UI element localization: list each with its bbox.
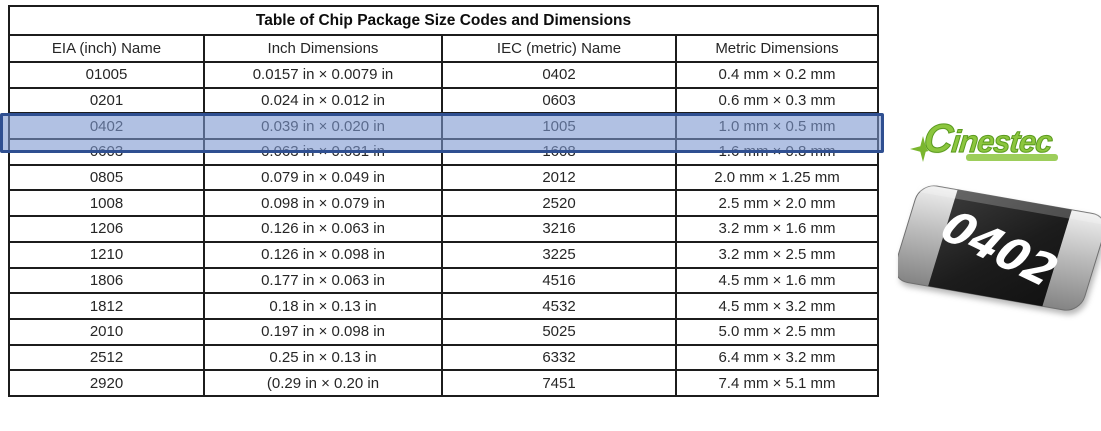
chip-0402-photo: 0402 — [894, 180, 1101, 315]
chip-resistor-image: 0402 — [894, 183, 1101, 311]
column-header: EIA (inch) Name — [8, 34, 205, 63]
table-row: 2920 (0.29 in × 0.20 in 7451 7.4 mm × 5.1 m… — [8, 369, 879, 397]
table-cell: 01005 — [8, 61, 205, 89]
table-cell: 1806 — [8, 266, 205, 295]
table-cell: 0.063 in × 0.031 in — [203, 138, 443, 166]
table-cell: 0.18 in × 0.13 in — [203, 292, 443, 320]
table-cell: 0.0157 in × 0.0079 in — [203, 61, 443, 89]
table-row: 1008 0.098 in × 0.079 in 2520 2.5 mm × 2.0 … — [8, 189, 879, 218]
table-cell: 1608 — [441, 138, 677, 166]
table-cell: 0.039 in × 0.020 in — [203, 112, 443, 141]
table-cell: 0.126 in × 0.098 in — [203, 240, 443, 269]
table-cell: (0.29 in × 0.20 in — [203, 369, 443, 397]
table-row: 0402 0.039 in × 0.020 in 1005 1.0 mm × 0.5 … — [8, 112, 879, 141]
table-cell: 4.5 mm × 1.6 mm — [675, 266, 879, 295]
table-cell: 0.177 in × 0.063 in — [203, 266, 443, 295]
table-cell: 3.2 mm × 2.5 mm — [675, 240, 879, 269]
table-cell: 1005 — [441, 112, 677, 141]
table-cell: 0201 — [8, 86, 205, 115]
cinestec-logo: Cinestec — [908, 108, 1073, 170]
table-cell: 3225 — [441, 240, 677, 269]
table-cell: 2.5 mm × 2.0 mm — [675, 189, 879, 218]
table-cell: 5025 — [441, 317, 677, 346]
table-cell: 0.126 in × 0.063 in — [203, 215, 443, 243]
table-cell: 0.024 in × 0.012 in — [203, 86, 443, 115]
table-cell: 6.4 mm × 3.2 mm — [675, 343, 879, 372]
table-cell: 0.25 in × 0.13 in — [203, 343, 443, 372]
table-row: 0805 0.079 in × 0.049 in 2012 2.0 mm × 1.25… — [8, 163, 879, 192]
column-header: Inch Dimensions — [203, 34, 443, 63]
table-cell: 0603 — [8, 138, 205, 166]
table-cell: 0.098 in × 0.079 in — [203, 189, 443, 218]
table-cell: 2512 — [8, 343, 205, 372]
table-cell: 1210 — [8, 240, 205, 269]
table-title-row: Table of Chip Package Size Codes and Dim… — [8, 5, 879, 36]
table-row: 1812 0.18 in × 0.13 in 4532 4.5 mm × 3.2 mm — [8, 292, 879, 320]
table-cell: 2920 — [8, 369, 205, 397]
table-cell: 2.0 mm × 1.25 mm — [675, 163, 879, 192]
table-row: 0603 0.063 in × 0.031 in 1608 1.6 mm × 0.8 … — [8, 138, 879, 166]
table-cell: 0.6 mm × 0.3 mm — [675, 86, 879, 115]
table-cell: 3.2 mm × 1.6 mm — [675, 215, 879, 243]
table-cell: 4.5 mm × 3.2 mm — [675, 292, 879, 320]
table-cell: 0.079 in × 0.049 in — [203, 163, 443, 192]
table-cell: 4516 — [441, 266, 677, 295]
table-cell: 0.4 mm × 0.2 mm — [675, 61, 879, 89]
chip-top-highlight — [918, 183, 1101, 225]
table-row: 0201 0.024 in × 0.012 in 0603 0.6 mm × 0.3 … — [8, 86, 879, 115]
table-cell: 1008 — [8, 189, 205, 218]
table-cell: 6332 — [441, 343, 677, 372]
table-cell: 2520 — [441, 189, 677, 218]
logo-tagline-bar — [966, 154, 1058, 161]
table-cell: 3216 — [441, 215, 677, 243]
table-cell: 5.0 mm × 2.5 mm — [675, 317, 879, 346]
table-header-row: EIA (inch) Name Inch Dimensions IEC (metri… — [8, 34, 879, 63]
table-row: 2010 0.197 in × 0.098 in 5025 5.0 mm × 2.5 … — [8, 317, 879, 346]
table-cell: 0402 — [8, 112, 205, 141]
table-cell: 2010 — [8, 317, 205, 346]
logo-star-icon — [910, 136, 936, 162]
table-row: 2512 0.25 in × 0.13 in 6332 6.4 mm × 3.2 mm — [8, 343, 879, 372]
table-row: 01005 0.0157 in × 0.0079 in 0402 0.4 mm × 0… — [8, 61, 879, 89]
chip-size-table: Table of Chip Package Size Codes and Dim… — [8, 5, 879, 397]
table-cell: 0.197 in × 0.098 in — [203, 317, 443, 346]
table-cell: 1812 — [8, 292, 205, 320]
table-cell: 1206 — [8, 215, 205, 243]
table-cell: 4532 — [441, 292, 677, 320]
column-header: Metric Dimensions — [675, 34, 879, 63]
table-cell: 1.0 mm × 0.5 mm — [675, 112, 879, 141]
column-header: IEC (metric) Name — [441, 34, 677, 63]
table-cell: 0603 — [441, 86, 677, 115]
table-cell: 7451 — [441, 369, 677, 397]
table-row: 1210 0.126 in × 0.098 in 3225 3.2 mm × 2.5 … — [8, 240, 879, 269]
table-row: 1206 0.126 in × 0.063 in 3216 3.2 mm × 1.6 … — [8, 215, 879, 243]
table-row: 1806 0.177 in × 0.063 in 4516 4.5 mm × 1.6 … — [8, 266, 879, 295]
chip-body — [928, 189, 1072, 307]
table-title: Table of Chip Package Size Codes and Dim… — [8, 5, 879, 36]
table-cell: 0402 — [441, 61, 677, 89]
table-cell: 0805 — [8, 163, 205, 192]
table-cell: 2012 — [441, 163, 677, 192]
table-cell: 7.4 mm × 5.1 mm — [675, 369, 879, 397]
table-cell: 1.6 mm × 0.8 mm — [675, 138, 879, 166]
